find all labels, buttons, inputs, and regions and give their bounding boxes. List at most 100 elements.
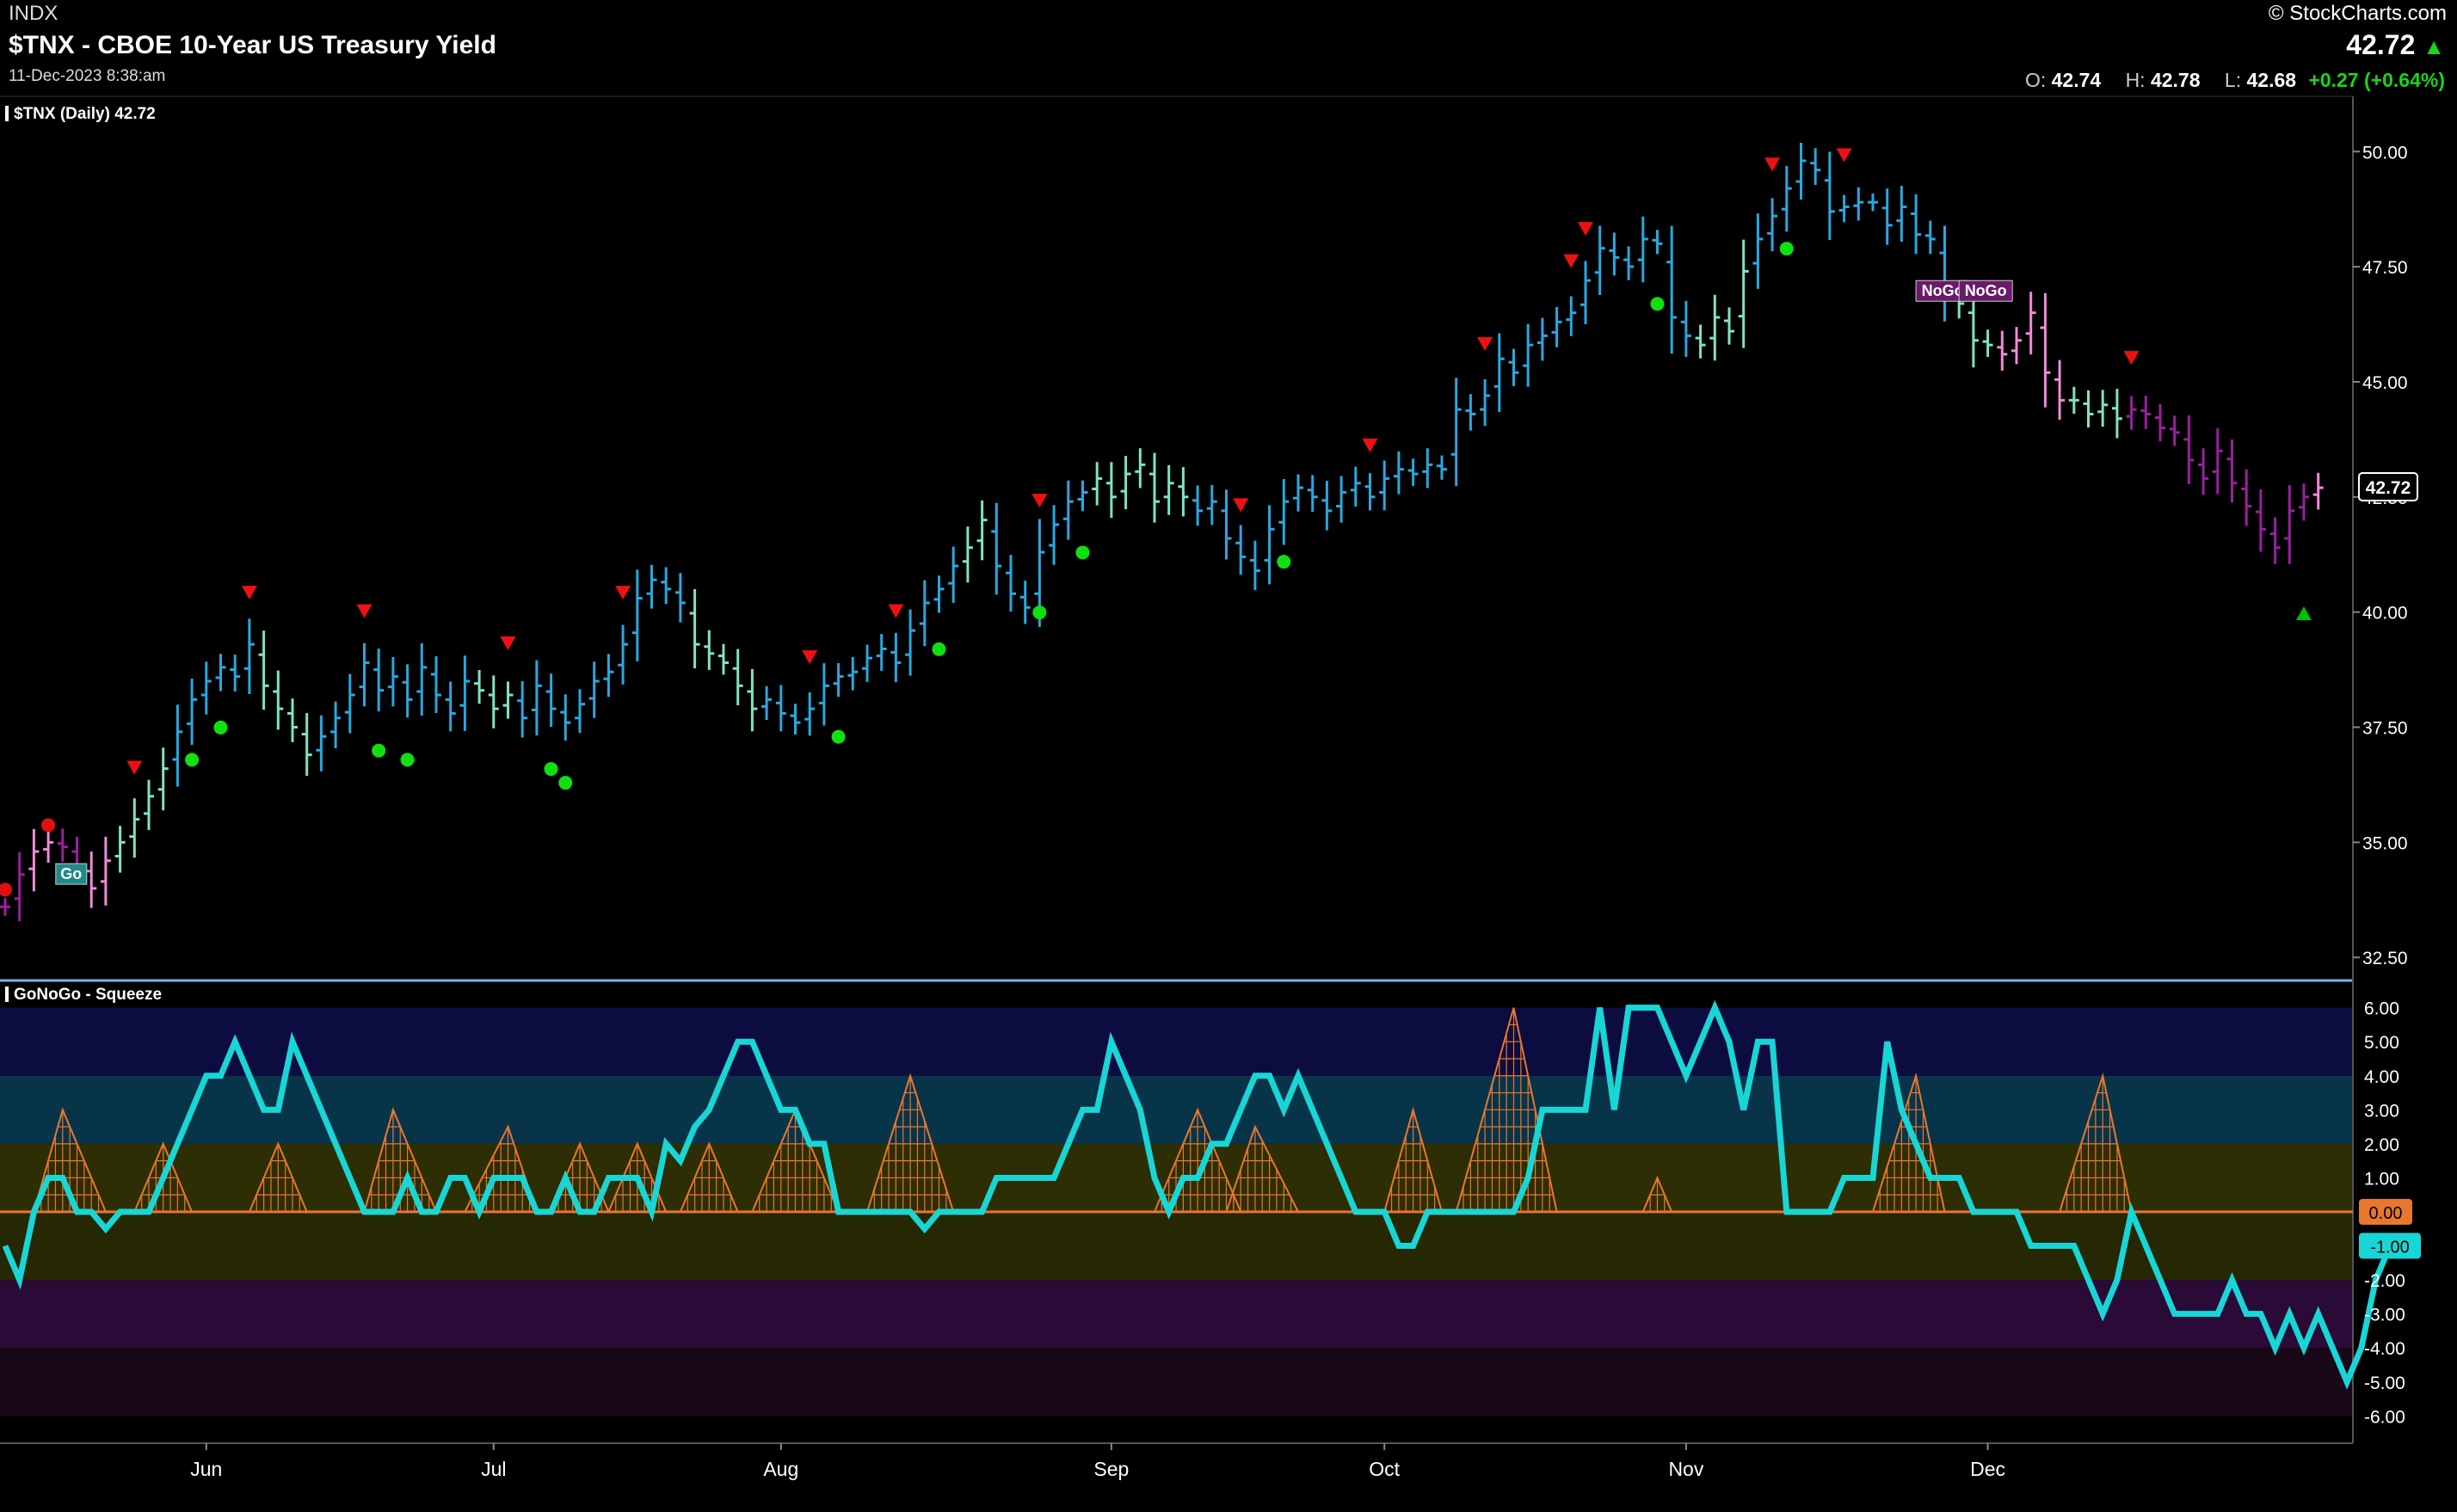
price-bar [1192, 485, 1204, 526]
price-bar [1393, 451, 1404, 495]
down-arrow-icon [500, 636, 516, 651]
down-arrow-icon [1477, 337, 1493, 352]
go-dot-icon [1277, 555, 1291, 569]
squeeze-tick-label: 6.00 [2364, 999, 2399, 1019]
price-bar [919, 580, 930, 647]
price-bar [359, 642, 370, 707]
ohlc-readout: O: 42.74 H: 42.78 L: 42.68 +0.27 (+0.64%… [2025, 69, 2445, 92]
price-bar [86, 851, 97, 908]
price-bar [761, 685, 773, 721]
oscillator-value-label: -1.00 [2370, 1238, 2410, 1257]
price-bar [876, 634, 887, 671]
go-tag: Go [55, 863, 88, 885]
price-bar [1680, 300, 1691, 357]
price-bar [905, 609, 916, 676]
price-bar [301, 713, 312, 777]
change-value: +0.27 (+0.64%) [2308, 69, 2445, 91]
up-arrow-icon [2296, 606, 2312, 621]
price-bar [230, 655, 241, 691]
price-bar [1738, 239, 1749, 348]
down-arrow-icon [1563, 254, 1580, 268]
price-bar [273, 670, 284, 730]
band-3 [0, 1212, 2353, 1281]
squeeze-spike [1872, 1072, 1946, 1213]
squeeze-spike [607, 1141, 668, 1213]
squeeze-tick-label: -2.00 [2364, 1271, 2405, 1291]
price-bar [1911, 194, 1922, 255]
price-bar [1637, 216, 1648, 283]
price-bar [2054, 360, 2066, 421]
band-0 [0, 1007, 2353, 1076]
oscillator-series [2, 999, 2393, 1390]
down-arrow-icon [888, 604, 904, 618]
zero-value-label: 0.00 [2369, 1204, 2403, 1223]
price-bar [416, 642, 428, 716]
price-bar [1795, 143, 1807, 200]
legend-swatch [5, 106, 9, 121]
price-bar [1508, 348, 1519, 386]
down-arrow-icon [1362, 438, 1378, 452]
squeeze-background-bands [0, 1007, 2353, 1417]
price-tick-label: 32.50 [2362, 949, 2408, 968]
price-bar [100, 836, 111, 906]
price-bar [2312, 472, 2324, 510]
price-bar [818, 663, 829, 726]
price-bar [2269, 517, 2281, 564]
nogo-dot-icon [0, 882, 12, 897]
price-bar [1838, 194, 1850, 223]
go-dot-icon [1779, 242, 1794, 256]
price-bar [488, 675, 499, 728]
price-bar [2083, 390, 2094, 428]
price-bar [445, 681, 456, 732]
price-bar [847, 656, 859, 691]
down-arrow-icon [1764, 157, 1781, 172]
squeeze-tick-label: -3.00 [2364, 1306, 2405, 1325]
price-bar [316, 715, 327, 771]
price-bar [1379, 460, 1390, 511]
squeeze-tick-label: -6.00 [2364, 1407, 2405, 1427]
squeeze-spike [1641, 1175, 1673, 1213]
last-price-label: 42.72 [2366, 478, 2411, 498]
price-bar [1006, 555, 1016, 612]
price-bar [732, 648, 743, 706]
squeeze-tick-label: -4.00 [2364, 1339, 2405, 1359]
price-tick-label: 40.00 [2362, 604, 2408, 624]
price-bar [1868, 193, 1878, 212]
squeeze-panel-label-text: GoNoGo - Squeeze [14, 986, 163, 1004]
price-bar [129, 798, 140, 858]
price-bar [1551, 306, 1562, 347]
price-bar [2183, 415, 2195, 484]
price-bar [1092, 462, 1103, 506]
price-bar [704, 630, 715, 670]
price-bars [0, 143, 2324, 922]
squeeze-spike [1455, 1007, 1558, 1213]
nogo-tag-text: NoGo [1965, 282, 2007, 299]
price-bar [2226, 439, 2238, 503]
price-bar [747, 668, 758, 732]
go-dot-icon [1075, 545, 1090, 560]
down-arrow-icon [126, 760, 143, 775]
down-arrow-icon [1836, 148, 1852, 163]
price-bar [287, 698, 298, 742]
go-dot-icon [372, 743, 386, 758]
price-bar [1881, 188, 1893, 245]
squeeze-tick-label: 5.00 [2364, 1033, 2399, 1053]
price-bar [2198, 448, 2209, 495]
month-label: Dec [1970, 1458, 2005, 1480]
price-bar [1062, 480, 1074, 540]
price-tick-label: 37.50 [2362, 719, 2408, 739]
price-bar [531, 660, 542, 736]
brand-logo[interactable]: © StockCharts.com [2268, 2, 2447, 25]
price-bar [2025, 292, 2036, 355]
price-bar [575, 689, 585, 734]
price-bar [1450, 378, 1462, 487]
squeeze-spike [866, 1073, 955, 1213]
squeeze-tick-label: 4.00 [2364, 1067, 2399, 1087]
price-bar [718, 643, 729, 675]
price-bar [258, 630, 269, 710]
price-bar [2111, 389, 2122, 439]
month-label: Oct [1369, 1458, 1400, 1480]
price-bar [1264, 505, 1275, 585]
price-bar [1321, 481, 1333, 531]
price-bar [431, 656, 441, 713]
